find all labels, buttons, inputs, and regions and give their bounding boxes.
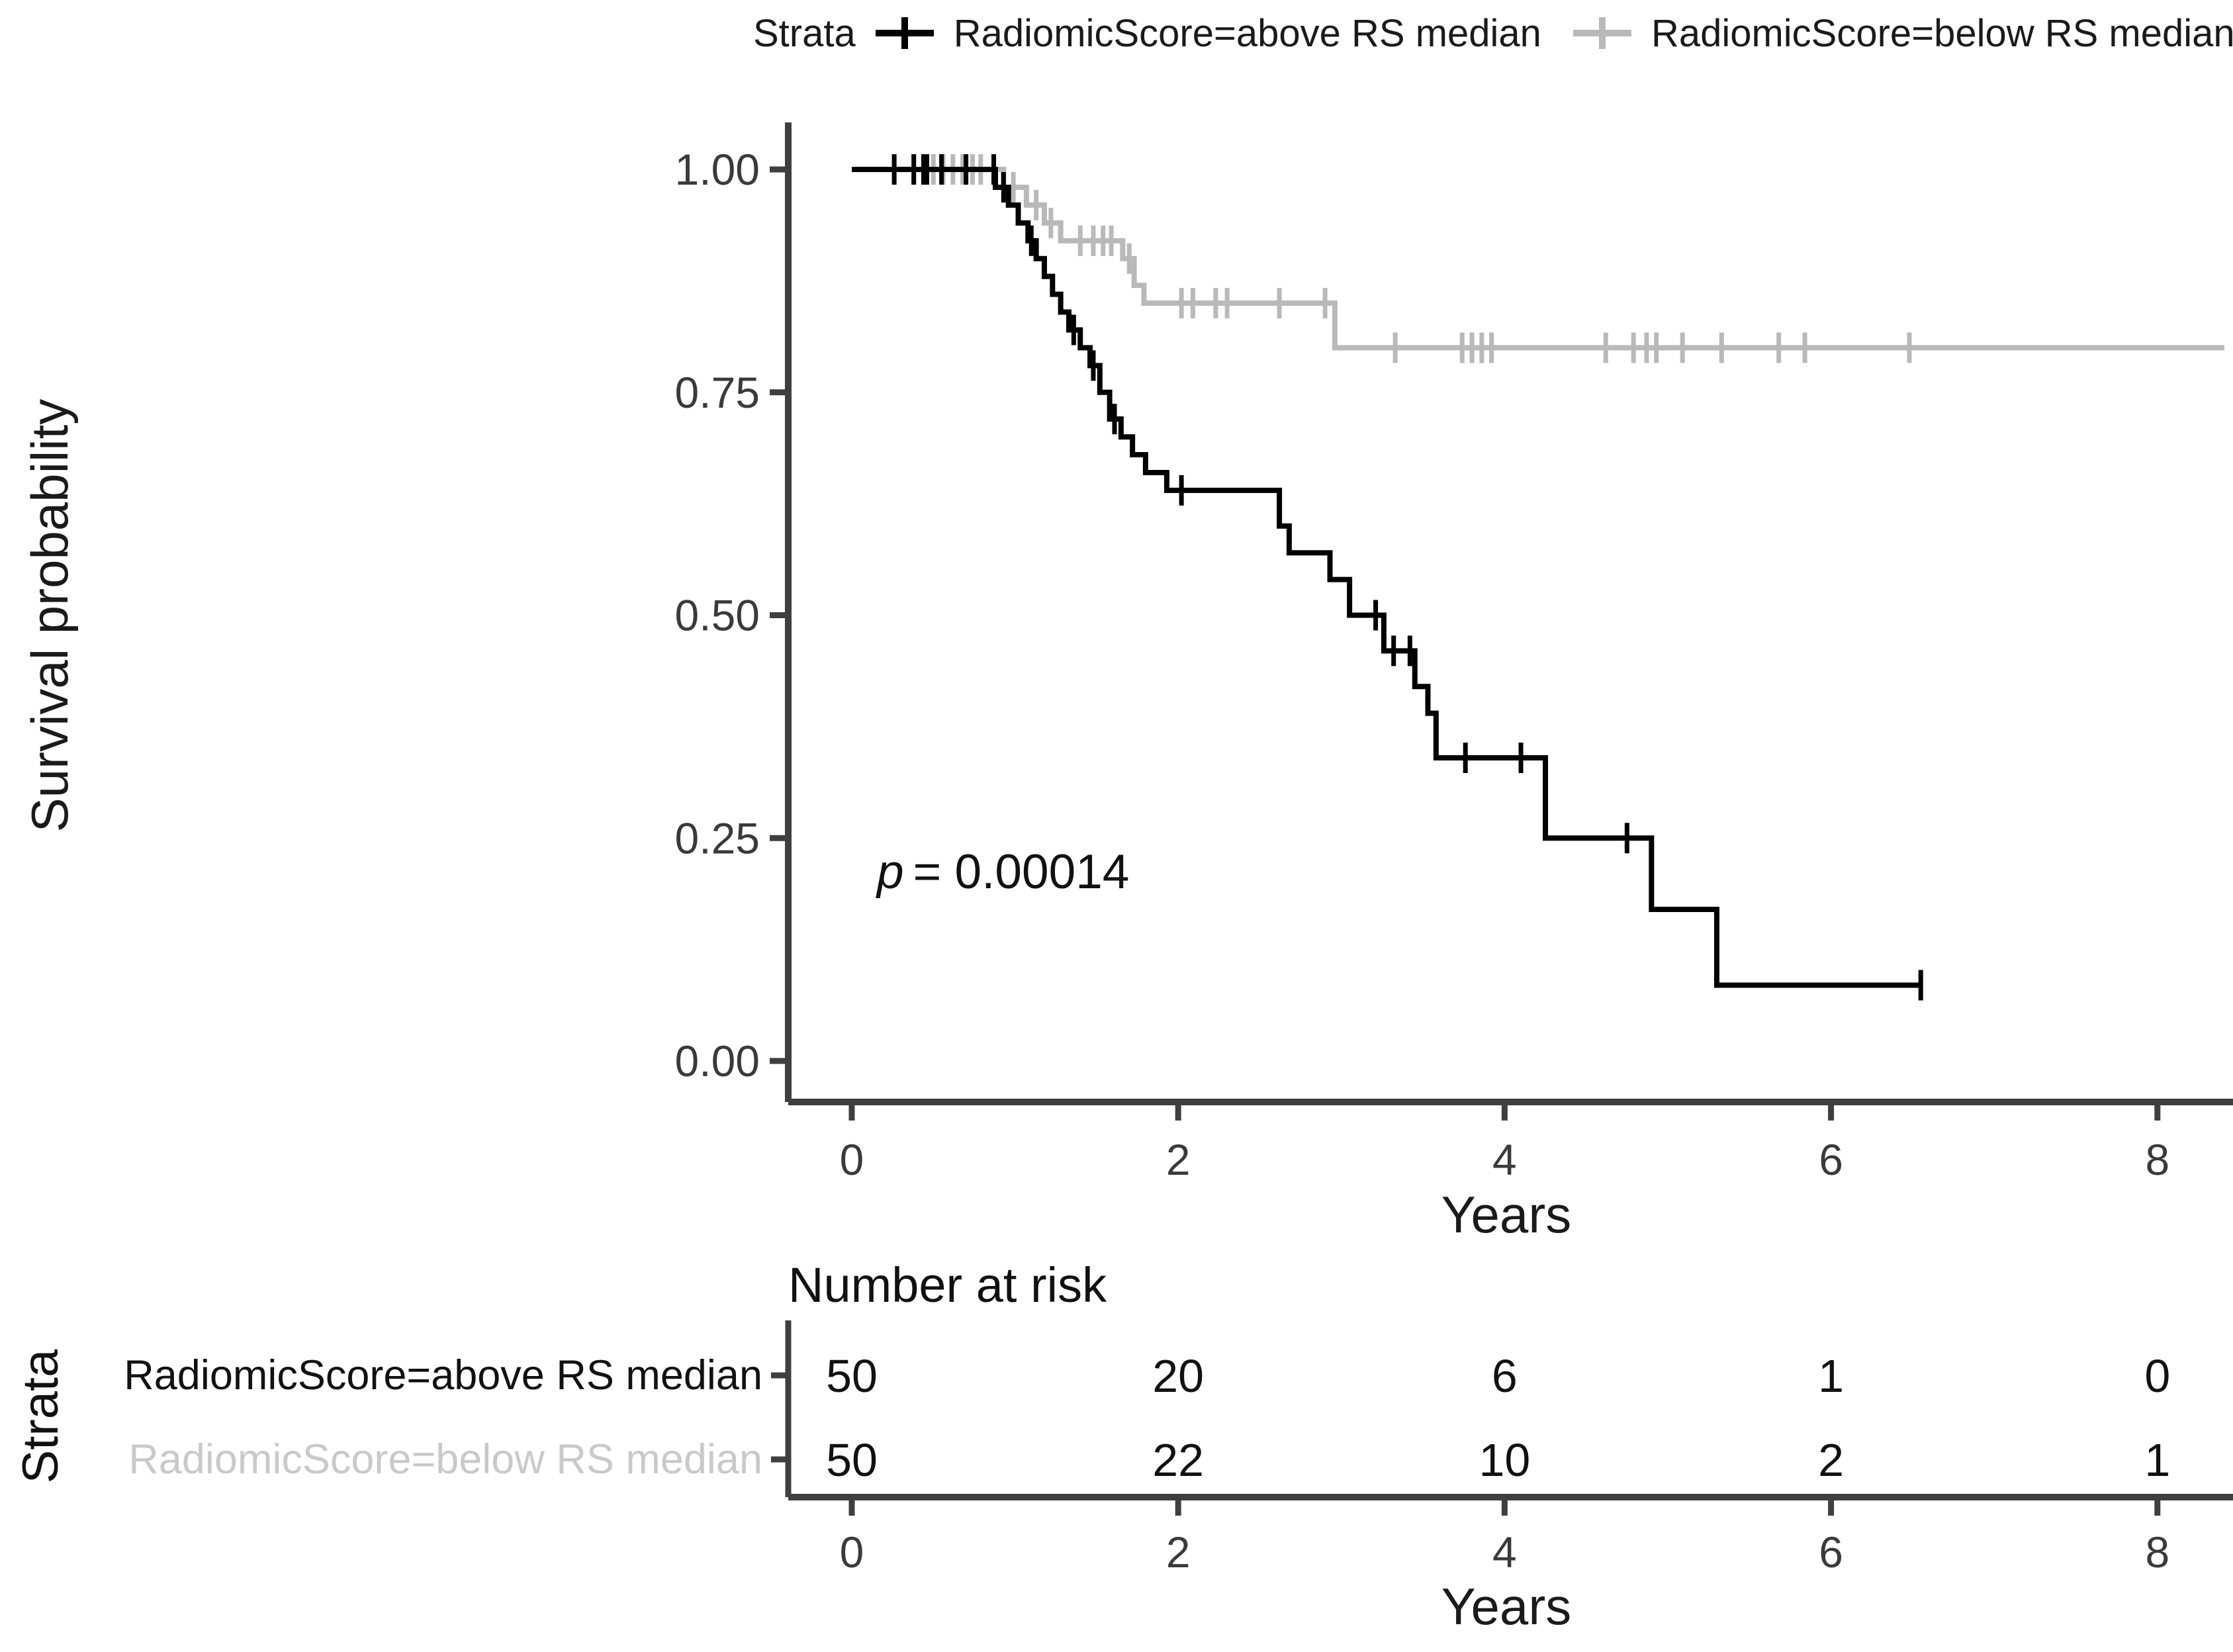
x-axis-title: Years: [1441, 1185, 1572, 1244]
legend-label-below-median: RadiomicScore=below RS median: [1651, 11, 2233, 55]
x-tick-label: 6: [1819, 1135, 1843, 1184]
risk-count: 1: [1818, 1350, 1844, 1402]
x-tick-label: 0: [840, 1135, 864, 1184]
x-tick-label: 2: [1166, 1135, 1191, 1184]
km-curve-below-median: [852, 167, 2224, 351]
risk-x-tick-label: 4: [1492, 1528, 1517, 1577]
risk-row-label-below-median: RadiomicScore=below RS median: [128, 1436, 762, 1483]
legend: Strata RadiomicScore=above RS median Rad…: [753, 7, 2233, 60]
risk-table-x-axis-title: Years: [1441, 1577, 1572, 1635]
p-value-annotation: p = 0.00014: [877, 842, 1129, 903]
y-tick-label: 0.50: [675, 591, 760, 640]
risk-count: 50: [826, 1434, 878, 1486]
risk-count: 20: [1152, 1350, 1204, 1402]
km-curve-above-median: [852, 167, 1921, 988]
risk-count: 2: [1818, 1434, 1844, 1486]
risk-x-tick-label: 0: [840, 1528, 864, 1577]
risk-x-tick-label: 6: [1819, 1528, 1843, 1577]
y-tick-label: 0.00: [675, 1036, 760, 1085]
legend-title: Strata: [753, 11, 856, 55]
risk-count: 1: [2144, 1434, 2170, 1486]
risk-count: 6: [1492, 1350, 1518, 1402]
x-tick-label: 4: [1492, 1135, 1517, 1184]
risk-count: 22: [1152, 1434, 1204, 1486]
x-tick-label: 8: [2145, 1135, 2169, 1184]
risk-x-tick-label: 2: [1166, 1528, 1191, 1577]
risk-count: 10: [1479, 1434, 1530, 1486]
risk-row-label-above-median: RadiomicScore=above RS median: [124, 1352, 762, 1399]
risk-table-strata-label: Strata: [13, 1349, 69, 1484]
risk-count: 50: [826, 1350, 878, 1402]
y-tick-label: 0.25: [675, 813, 760, 862]
risk-x-tick-label: 8: [2145, 1528, 2169, 1577]
y-axis-title: Survival probability: [21, 398, 79, 833]
p-value-symbol: p: [877, 845, 904, 899]
legend-key-below-median-icon: [1572, 17, 1631, 49]
legend-key-above-median-icon: [875, 17, 934, 49]
y-tick-label: 0.75: [675, 368, 760, 417]
p-value-text: = 0.00014: [913, 845, 1130, 899]
legend-label-above-median: RadiomicScore=above RS median: [953, 11, 1541, 55]
risk-table-title: Number at risk: [788, 1258, 1107, 1312]
y-tick-label: 1.00: [675, 145, 760, 194]
risk-count: 0: [2144, 1350, 2170, 1402]
